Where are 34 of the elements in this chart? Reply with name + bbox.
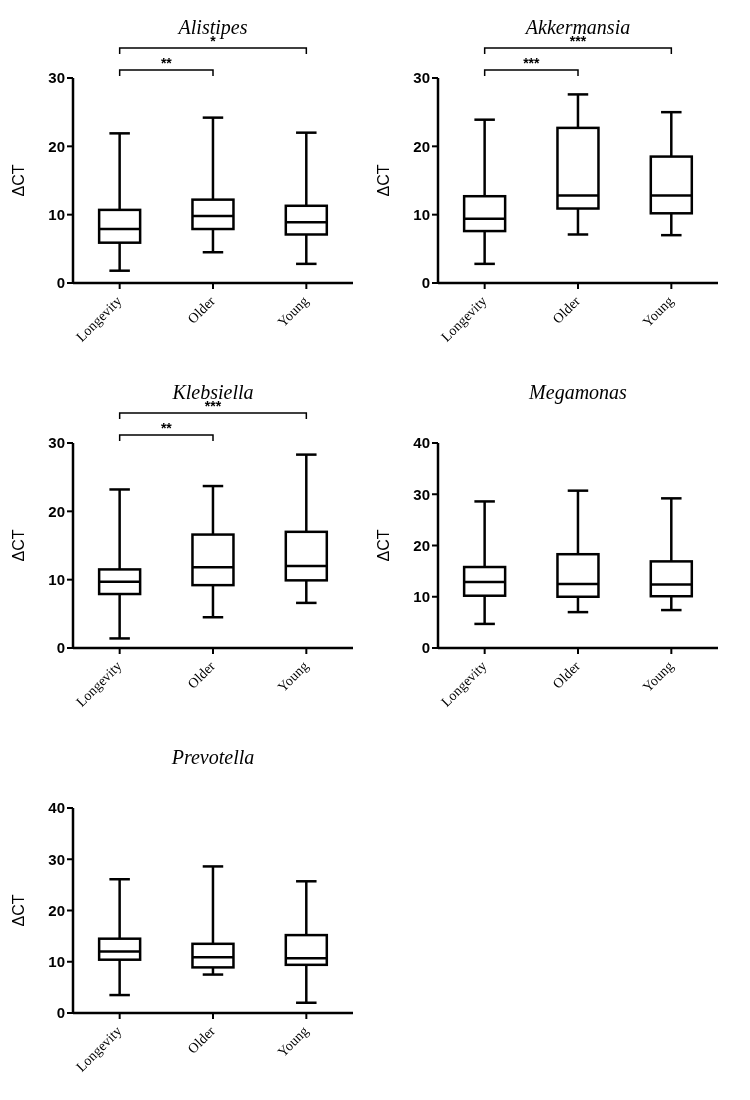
y-axis-title: ΔCT	[374, 529, 392, 562]
significance-bracket: ***	[118, 398, 308, 420]
chart-title: Prevotella	[170, 746, 256, 769]
y-tick-label: 20	[48, 901, 65, 919]
y-tick-label: 40	[48, 799, 65, 817]
y-tick-label: 30	[48, 69, 65, 87]
y-axis-title: ΔCT	[9, 529, 27, 562]
y-tick-label: 30	[48, 434, 65, 452]
significance-bracket: ***	[483, 55, 579, 77]
y-tick-label: 20	[48, 137, 65, 155]
y-tick-label: 10	[48, 205, 65, 223]
y-tick-label: 10	[48, 570, 65, 588]
y-tick-label: 20	[413, 137, 430, 155]
y-tick-label: 0	[56, 274, 65, 292]
y-axis-title: ΔCT	[9, 894, 27, 927]
y-tick-label: 40	[413, 434, 430, 452]
y-axis-title: ΔCT	[374, 164, 392, 197]
y-tick-label: 0	[56, 639, 65, 657]
significance-bracket: **	[118, 420, 214, 442]
y-tick-label: 30	[413, 485, 430, 503]
y-tick-label: 20	[413, 536, 430, 554]
y-tick-label: 0	[421, 274, 430, 292]
y-tick-label: 30	[413, 69, 430, 87]
y-tick-label: 30	[48, 850, 65, 868]
y-tick-label: 10	[48, 953, 65, 971]
y-tick-label: 20	[48, 502, 65, 520]
y-axis-title: ΔCT	[9, 164, 27, 197]
y-tick-label: 10	[413, 588, 430, 606]
significance-bracket: ***	[483, 33, 673, 55]
y-tick-label: 0	[56, 1004, 65, 1022]
y-tick-label: 0	[421, 639, 430, 657]
chart-title: Megamonas	[528, 381, 628, 404]
significance-bracket: **	[118, 55, 214, 77]
y-tick-label: 10	[413, 205, 430, 223]
